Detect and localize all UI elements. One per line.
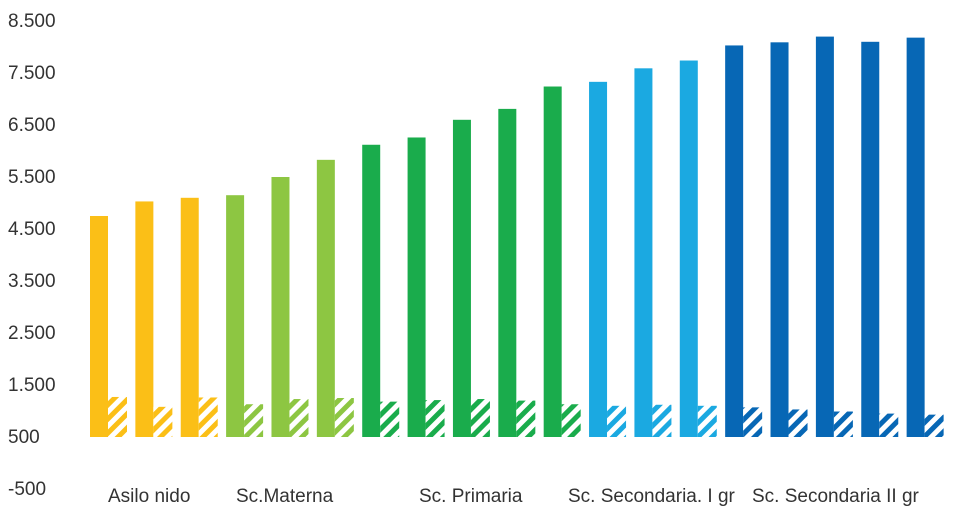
y-tick-label: -500: [8, 479, 46, 500]
bar-hatched: [561, 404, 581, 437]
x-category-label: Asilo nido: [108, 486, 190, 507]
bar-hatched: [607, 405, 627, 437]
bar-solid: [271, 177, 290, 437]
bar-hatched: [743, 407, 763, 437]
bar-hatched: [153, 406, 173, 437]
bar-solid: [679, 60, 698, 438]
bar-solid: [452, 119, 471, 438]
bars-layer: [90, 36, 944, 438]
bar-solid: [589, 81, 608, 437]
bar-hatched: [198, 397, 218, 437]
bar-solid: [498, 108, 517, 437]
bar-hatched: [879, 413, 899, 437]
bar-solid: [362, 144, 381, 437]
x-category-label: Sc. Secondaria. I gr: [568, 486, 736, 507]
bar-hatched: [334, 398, 354, 437]
y-tick-label: 2.500: [8, 323, 56, 344]
x-axis: Asilo nido Sc.Materna Sc. Primaria Sc. Seco…: [108, 486, 920, 507]
y-tick-label: 3.500: [8, 271, 56, 292]
bar-solid: [634, 68, 653, 437]
y-tick-label: 8.500: [8, 11, 56, 32]
x-category-label: Sc. Primaria: [419, 486, 523, 507]
y-tick-label: 4.500: [8, 219, 56, 240]
bar-hatched: [833, 411, 853, 437]
bar-hatched: [697, 405, 717, 437]
x-category-label: Sc. Secondaria II gr: [752, 486, 920, 507]
bar-hatched: [788, 409, 808, 437]
bar-solid: [226, 195, 245, 437]
bar-hatched: [425, 400, 445, 437]
bar-solid: [543, 86, 562, 438]
x-category-label: Sc.Materna: [236, 486, 334, 507]
bar-solid: [135, 201, 154, 437]
bar-hatched: [108, 396, 127, 437]
y-tick-label: 1.500: [8, 375, 56, 396]
bar-solid: [906, 37, 925, 437]
y-tick-label: 6.500: [8, 115, 56, 136]
bar-solid: [861, 41, 880, 438]
y-tick-label: 7.500: [8, 63, 56, 84]
bar-hatched: [924, 414, 944, 437]
bar-solid: [316, 159, 335, 437]
bar-hatched: [289, 399, 309, 437]
bar-hatched: [244, 404, 264, 437]
bar-solid: [90, 216, 108, 437]
bar-solid: [815, 36, 834, 437]
y-tick-label: 5.500: [8, 167, 56, 188]
y-axis: -500 500 1.500 2.500 3.500 4.500 5.500 6.500 7.5…: [8, 11, 56, 500]
y-tick-label: 500: [8, 427, 40, 448]
bar-solid: [725, 45, 744, 437]
bar-hatched: [470, 399, 490, 437]
bar-solid: [180, 197, 199, 437]
bar-hatched: [652, 404, 672, 437]
bar-hatched: [516, 400, 536, 437]
bar-hatched: [380, 401, 400, 437]
bar-solid: [407, 137, 426, 438]
bar-solid: [770, 42, 789, 437]
